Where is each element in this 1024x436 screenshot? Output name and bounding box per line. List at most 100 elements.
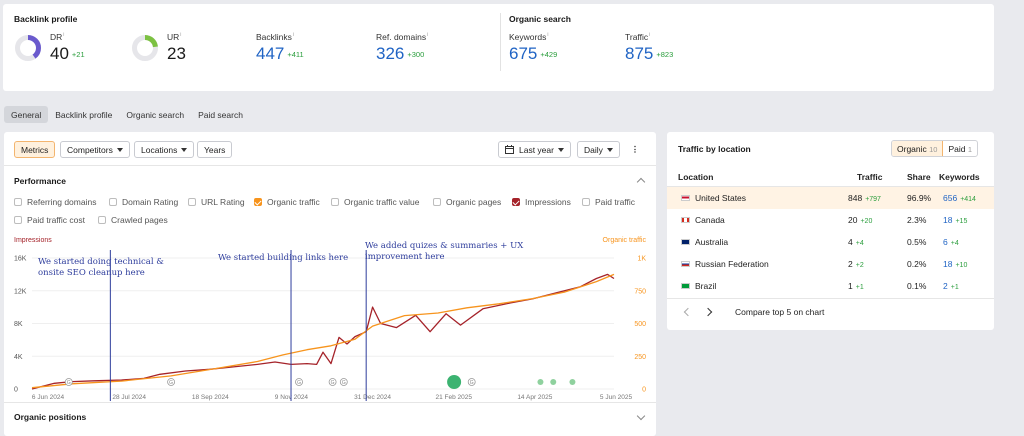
- interval-label: Daily: [584, 144, 603, 155]
- left-tick-label: 0: [14, 387, 18, 394]
- compare-top5-link[interactable]: Compare top 5 on chart: [735, 307, 825, 317]
- years-label: Years: [204, 144, 226, 155]
- toggle-paid[interactable]: Paid 1: [948, 144, 973, 154]
- years-button[interactable]: Years: [197, 141, 233, 158]
- location-name: Canada: [695, 215, 725, 225]
- dr-metric[interactable]: DRi 40 +21: [50, 32, 85, 64]
- x-tick-label: 5 Jun 2025: [600, 394, 633, 401]
- google-update-label: G: [169, 380, 173, 386]
- left-tick-label: 12K: [14, 288, 27, 295]
- info-icon[interactable]: i: [547, 32, 549, 39]
- toggle-organic[interactable]: Organic 10: [892, 141, 944, 156]
- backlinks-metric[interactable]: Backlinksi 447 +411: [256, 32, 304, 64]
- location-name: Australia: [695, 237, 729, 247]
- info-icon[interactable]: i: [180, 32, 182, 39]
- checkbox-url-rating[interactable]: URL Rating: [188, 197, 245, 207]
- metrics-button[interactable]: Metrics: [14, 141, 56, 158]
- keywords-value[interactable]: 675: [509, 44, 538, 63]
- right-axis-title: Organic traffic: [603, 237, 647, 244]
- location-row[interactable]: Australia 4 +4 0.5% 6 +4: [667, 231, 994, 253]
- checkbox-referring-domains[interactable]: Referring domains: [14, 197, 96, 207]
- x-tick-label: 14 Apr 2025: [517, 394, 552, 401]
- location-traffic: 4 +4: [848, 237, 864, 247]
- date-range-dropdown[interactable]: Last year: [498, 141, 571, 158]
- location-traffic: 20 +20: [848, 215, 873, 225]
- event-marker: [537, 379, 544, 385]
- location-row[interactable]: Brazil 1 +1 0.1% 2 +1: [667, 275, 994, 297]
- competitors-dropdown[interactable]: Competitors: [60, 141, 130, 158]
- backlinks-value[interactable]: 447: [256, 44, 285, 63]
- checkbox-paid-traffic-cost[interactable]: Paid traffic cost: [14, 215, 85, 225]
- keywords-metric[interactable]: Keywordsi 675 +429: [509, 32, 557, 64]
- location-row[interactable]: Canada 20 +20 2.3% 18 +15: [667, 209, 994, 231]
- ur-metric[interactable]: URi 23: [167, 32, 186, 64]
- performance-chart[interactable]: Impressions Organic traffic 16K 12K 8K 4K 0 1K 7…: [4, 230, 656, 402]
- prev-page-icon[interactable]: [683, 307, 693, 317]
- checkbox-domain-rating[interactable]: Domain Rating: [109, 197, 178, 207]
- info-icon[interactable]: i: [427, 32, 429, 39]
- checkbox-organic-pages[interactable]: Organic pages: [433, 197, 501, 207]
- summary-panel: Backlink profile DRi 40 +21 URi 23 Backli…: [3, 4, 994, 91]
- checkbox-crawled-pages[interactable]: Crawled pages: [98, 215, 168, 225]
- traffic-metric[interactable]: Traffici 875 +823: [625, 32, 673, 64]
- traffic-delta: +823: [656, 50, 674, 59]
- ref-domains-label: Ref. domains: [376, 32, 427, 42]
- ref-domains-metric[interactable]: Ref. domainsi 326 +300: [376, 32, 428, 64]
- event-marker: [550, 379, 557, 385]
- keywords-delta: +429: [540, 50, 558, 59]
- x-tick-label: 21 Feb 2025: [435, 394, 472, 401]
- google-update-label: G: [470, 380, 474, 386]
- tab-organic-search[interactable]: Organic search: [126, 110, 185, 120]
- chevron-down-icon: [606, 147, 613, 152]
- ref-domains-value[interactable]: 326: [376, 44, 405, 63]
- col-share: Share: [907, 172, 931, 182]
- left-tick-label: 16K: [14, 256, 27, 263]
- location-keywords: 2 +1: [943, 281, 959, 291]
- checkbox-paid-traffic[interactable]: Paid traffic: [582, 197, 635, 207]
- keywords-label: Keywords: [509, 32, 547, 42]
- x-tick-label: 9 Nov 2024: [275, 394, 309, 401]
- event-marker: [447, 375, 462, 389]
- tab-general[interactable]: General: [4, 106, 49, 123]
- info-icon[interactable]: i: [292, 32, 295, 39]
- info-icon[interactable]: i: [63, 32, 65, 39]
- expand-chevron-icon[interactable]: [636, 411, 646, 421]
- location-share: 96.9%: [907, 193, 932, 203]
- checkbox-organic-traffic-value[interactable]: Organic traffic value: [331, 197, 419, 207]
- divider: [500, 13, 501, 71]
- google-update-icon: [167, 378, 176, 386]
- locations-dropdown[interactable]: Locations: [134, 141, 195, 158]
- interval-dropdown[interactable]: Daily: [577, 141, 620, 158]
- tab-backlink-profile[interactable]: Backlink profile: [55, 110, 113, 120]
- google-update-icon: [339, 378, 348, 386]
- x-tick-label: 31 Dec 2024: [354, 394, 391, 401]
- next-page-icon[interactable]: [703, 307, 713, 317]
- calendar-icon: [505, 145, 514, 154]
- divider: [4, 165, 656, 166]
- location-row[interactable]: United States 848 +797 96.9% 656 +414: [667, 187, 994, 209]
- location-row[interactable]: Russian Federation 2 +2 0.2% 18 +10: [667, 253, 994, 275]
- right-tick-label: 250: [634, 354, 646, 361]
- series-line-organic-traffic: [31, 273, 615, 389]
- divider: [667, 186, 994, 187]
- metrics-label: Metrics: [21, 144, 49, 155]
- info-icon[interactable]: i: [649, 32, 651, 39]
- event-marker: [569, 379, 576, 385]
- locations-label: Locations: [141, 144, 178, 155]
- tab-paid-search[interactable]: Paid search: [198, 110, 243, 120]
- more-options-icon[interactable]: ⋮: [626, 141, 644, 158]
- x-tick-label: 6 Jun 2024: [32, 394, 65, 401]
- backlinks-label: Backlinks: [256, 32, 292, 42]
- collapse-chevron-icon[interactable]: [636, 177, 646, 187]
- location-keywords: 656 +414: [943, 193, 976, 203]
- traffic-value[interactable]: 875: [625, 44, 654, 63]
- annotation-text: We started doing technical & onsite SEO c…: [38, 257, 164, 278]
- chevron-down-icon: [557, 147, 564, 152]
- location-traffic: 2 +2: [848, 259, 864, 269]
- chevron-down-icon: [181, 147, 188, 152]
- google-update-label: G: [331, 380, 335, 386]
- annotation-text: We started building links here: [218, 253, 348, 263]
- checkbox-impressions[interactable]: Impressions: [512, 197, 571, 207]
- checkbox-organic-traffic[interactable]: Organic traffic: [254, 197, 320, 207]
- location-name: United States: [695, 193, 747, 203]
